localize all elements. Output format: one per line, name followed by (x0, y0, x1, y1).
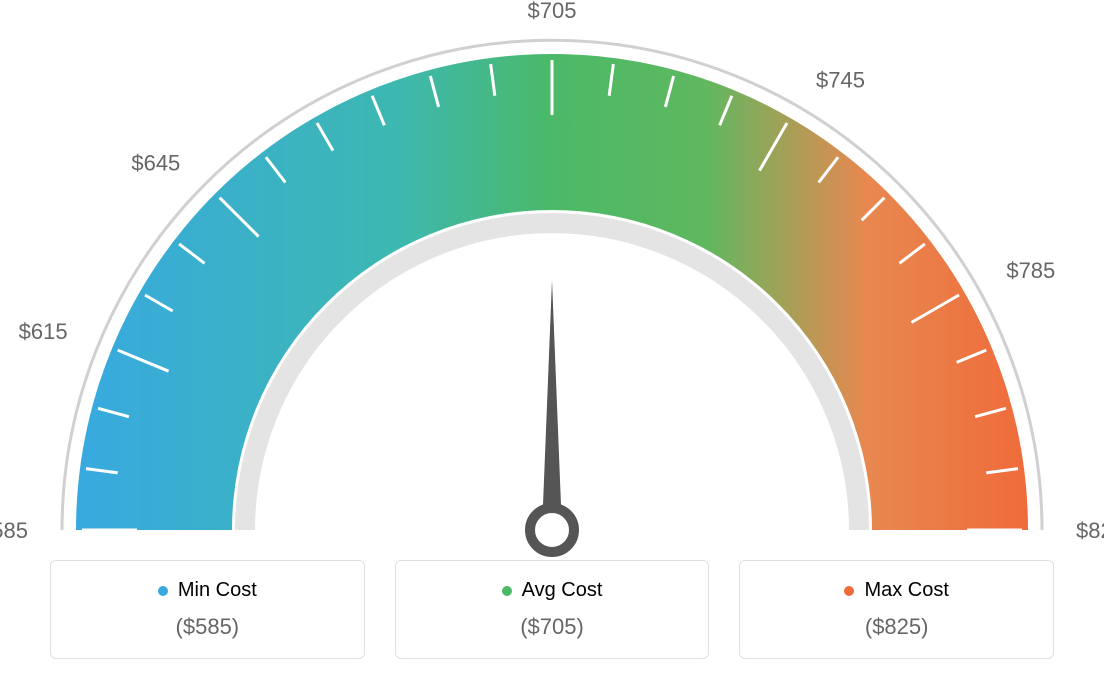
legend-avg-value: ($705) (406, 614, 699, 640)
gauge-svg: $585 $615 $645 $705 $745 $785 $825 (0, 0, 1104, 560)
legend-max-label: Max Cost (864, 579, 948, 602)
legend-min-dot-icon (158, 586, 168, 596)
svg-text:$585: $585 (0, 518, 28, 543)
legend-max-title: Max Cost (844, 579, 948, 602)
legend-min-title: Min Cost (158, 579, 257, 602)
legend-max-value: ($825) (750, 614, 1043, 640)
legend-min-value: ($585) (61, 614, 354, 640)
legend-card-max: Max Cost ($825) (739, 560, 1054, 659)
legend-max-dot-icon (844, 586, 854, 596)
legend-min-label: Min Cost (178, 579, 257, 602)
legend-card-min: Min Cost ($585) (50, 560, 365, 659)
svg-text:$615: $615 (19, 319, 68, 344)
legend-avg-title: Avg Cost (502, 579, 603, 602)
gauge-chart: $585 $615 $645 $705 $745 $785 $825 (0, 0, 1104, 560)
svg-text:$705: $705 (528, 0, 577, 23)
legend-row: Min Cost ($585) Avg Cost ($705) Max Cost… (0, 560, 1104, 659)
legend-avg-label: Avg Cost (522, 579, 603, 602)
legend-card-avg: Avg Cost ($705) (395, 560, 710, 659)
legend-avg-dot-icon (502, 586, 512, 596)
svg-text:$645: $645 (131, 150, 180, 175)
svg-text:$825: $825 (1076, 518, 1104, 543)
svg-text:$785: $785 (1006, 258, 1055, 283)
svg-text:$745: $745 (816, 68, 865, 93)
